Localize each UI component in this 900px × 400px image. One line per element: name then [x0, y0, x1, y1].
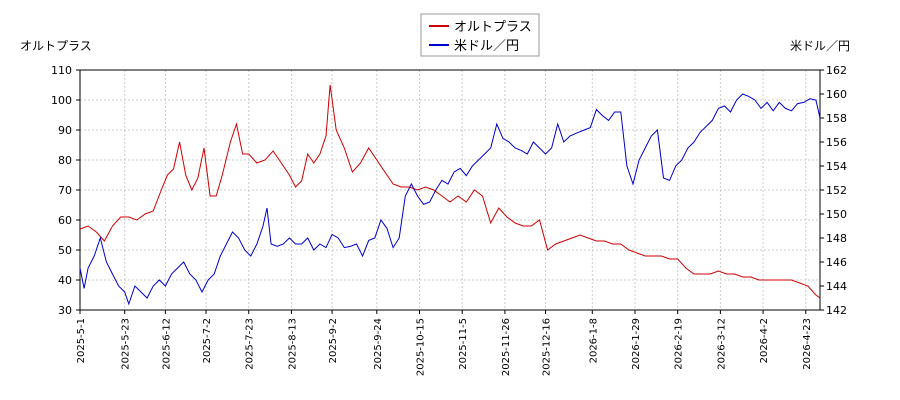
x-tick-label: 2026-1-29: [631, 318, 642, 370]
x-tick-label: 2025-11-5: [458, 318, 469, 370]
x-tick-label: 2025-11-26: [501, 318, 512, 376]
right-tick-label: 160: [826, 88, 847, 101]
left-tick-label: 90: [58, 124, 72, 137]
x-tick-label: 2026-3-12: [716, 318, 727, 370]
series-line-1: [79, 84, 821, 299]
left-tick-label: 80: [58, 154, 72, 167]
x-tick-label: 2025-5-23: [121, 318, 132, 370]
x-tick-label: 2026-4-23: [802, 318, 813, 370]
left-tick-label: 70: [58, 184, 72, 197]
x-tick-label: 2026-4-2: [759, 318, 770, 363]
x-tick-label: 2025-7-2: [202, 318, 213, 363]
x-tick-label: 2025-12-16: [542, 318, 553, 376]
right-tick-label: 150: [826, 208, 847, 221]
right-tick-label: 154: [826, 160, 847, 173]
right-tick-label: 146: [826, 256, 847, 269]
left-tick-label: 40: [58, 274, 72, 287]
x-tick-label: 2025-9-24: [373, 318, 384, 370]
legend-label-series-1: オルトプラス: [454, 20, 532, 35]
x-tick-label: 2026-2-19: [674, 318, 685, 370]
grid-lines: [80, 70, 820, 310]
series-layer: [79, 84, 821, 306]
right-tick-label: 158: [826, 112, 847, 125]
right-tick-label: 156: [826, 136, 847, 149]
right-axis-ticks: 142 144 146 148 150 152 154 156 158 160 162: [820, 64, 847, 317]
x-tick-label: 2026-1-8: [588, 318, 599, 363]
left-tick-label: 50: [58, 244, 72, 257]
right-tick-label: 162: [826, 64, 847, 77]
left-tick-label: 30: [58, 304, 72, 317]
right-axis-label: 米ドル／円: [790, 39, 850, 53]
x-tick-label: 2025-7-23: [245, 318, 256, 370]
x-axis-ticks: 2025-5-1 2025-5-23 2025-6-12 2025-7-2 2025-7…: [76, 310, 813, 376]
right-tick-label: 152: [826, 184, 847, 197]
legend: オルトプラス 米ドル／円: [420, 13, 540, 57]
x-tick-label: 2025-9-2: [328, 318, 339, 363]
right-tick-label: 148: [826, 232, 847, 245]
left-axis-ticks: 30 40 50 60 70 80 90 100 110: [51, 64, 80, 317]
x-tick-label: 2025-8-13: [287, 318, 298, 370]
left-tick-label: 110: [51, 64, 72, 77]
left-tick-label: 100: [51, 94, 72, 107]
legend-box: [420, 13, 540, 57]
left-tick-label: 60: [58, 214, 72, 227]
x-tick-label: 2025-10-15: [416, 318, 427, 376]
right-tick-label: 144: [826, 280, 847, 293]
legend-label-series-2: 米ドル／円: [454, 39, 519, 54]
x-tick-label: 2025-5-1: [76, 318, 87, 363]
x-tick-label: 2025-6-12: [161, 318, 172, 370]
left-axis-label: オルトプラス: [20, 39, 92, 53]
right-tick-label: 142: [826, 304, 847, 317]
series-line-2: [79, 93, 821, 306]
